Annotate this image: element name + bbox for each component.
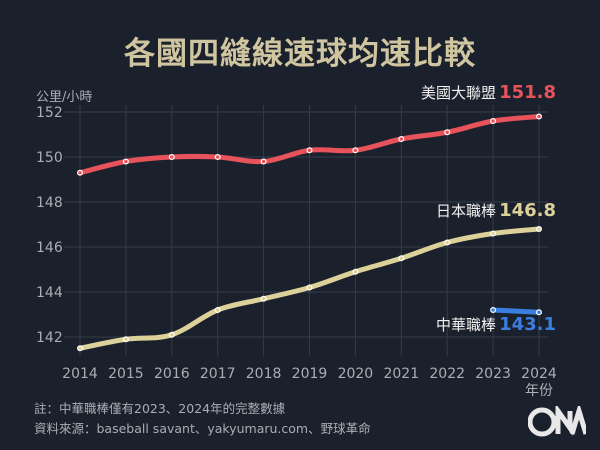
- data-point: [535, 309, 542, 316]
- data-point: [490, 117, 497, 124]
- series-end-value: 146.8: [499, 200, 556, 221]
- chart-title: 各國四縫線速球均速比較: [124, 36, 476, 72]
- data-point: [444, 239, 451, 246]
- y-tick-label: 144: [36, 285, 63, 301]
- x-tick-label: 2015: [108, 366, 144, 382]
- data-point: [444, 129, 451, 136]
- x-tick-label: 2017: [200, 366, 236, 382]
- data-point: [122, 158, 129, 165]
- x-tick-label: 2023: [475, 366, 511, 382]
- x-axis-label: 年份: [525, 383, 553, 399]
- x-tick-label: 2018: [246, 366, 282, 382]
- data-point: [168, 154, 175, 161]
- x-tick-label: 2016: [154, 366, 190, 382]
- y-tick-label: 142: [36, 330, 63, 346]
- series-label: 中華職棒: [436, 316, 496, 334]
- series-label: 美國大聯盟: [421, 84, 496, 102]
- data-point: [398, 136, 405, 143]
- data-point: [490, 230, 497, 237]
- footnote: 註：中華職棒僅有2023、2024年的完整數據: [34, 401, 286, 416]
- series-label: 日本職棒: [436, 202, 496, 220]
- data-point: [490, 307, 497, 314]
- y-tick-label: 146: [36, 240, 63, 256]
- data-point: [352, 268, 359, 275]
- x-tick-label: 2024: [521, 366, 557, 382]
- cna-logo: [528, 406, 586, 437]
- data-point: [214, 307, 221, 314]
- y-axis-label: 公里/小時: [36, 90, 93, 105]
- series-line: [490, 307, 542, 315]
- x-tick-label: 2022: [429, 366, 465, 382]
- data-point: [398, 255, 405, 262]
- data-point: [535, 226, 542, 233]
- data-point: [306, 147, 313, 154]
- series-end-value: 143.1: [499, 314, 556, 335]
- y-tick-label: 150: [36, 150, 63, 166]
- data-point: [306, 284, 313, 291]
- y-tick-label: 148: [36, 195, 63, 211]
- data-point: [535, 113, 542, 120]
- data-point: [260, 295, 267, 302]
- x-tick-label: 2020: [338, 366, 374, 382]
- series-end-value: 151.8: [499, 82, 556, 103]
- data-point: [76, 169, 83, 176]
- source-note: 資料來源：baseball savant、yakyumaru.com、野球革命: [34, 421, 371, 436]
- x-tick-label: 2021: [383, 366, 419, 382]
- x-tick-label: 2019: [292, 366, 328, 382]
- x-tick-label: 2014: [62, 366, 98, 382]
- data-point: [352, 147, 359, 154]
- data-point: [260, 158, 267, 165]
- data-point: [76, 345, 83, 352]
- data-point: [214, 154, 221, 161]
- data-point: [168, 331, 175, 338]
- y-tick-label: 152: [36, 105, 63, 121]
- data-point: [122, 336, 129, 343]
